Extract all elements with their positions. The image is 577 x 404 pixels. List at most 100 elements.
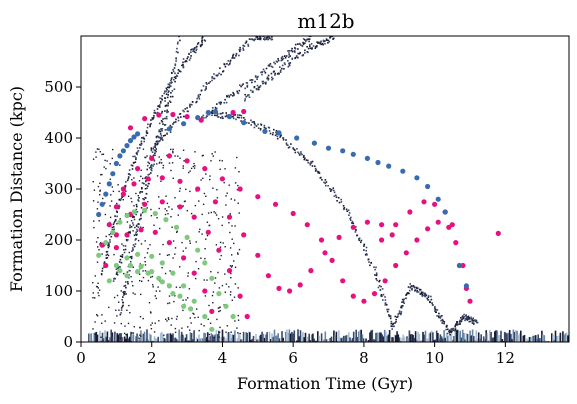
density-cell (156, 175, 159, 177)
density-cell (103, 262, 105, 265)
density-cell (402, 334, 404, 342)
density-cell (335, 331, 338, 342)
density-cell (325, 38, 328, 40)
density-cell (428, 333, 430, 342)
density-cell (452, 327, 455, 330)
density-cell (269, 34, 271, 36)
y-tick-label: 100 (44, 282, 73, 300)
density-cell (135, 233, 137, 235)
density-cell (203, 279, 205, 281)
density-cell (149, 244, 151, 246)
density-cell (234, 330, 236, 342)
density-cell (254, 76, 257, 78)
density-cell (170, 78, 173, 80)
density-cell (159, 162, 161, 164)
density-cell (229, 59, 232, 62)
density-cell (214, 212, 217, 214)
density-cell (330, 188, 333, 191)
density-cell (189, 170, 191, 172)
x-tick-label: 8 (359, 349, 369, 367)
density-cell (193, 51, 196, 53)
density-cell (230, 94, 232, 96)
density-cell (268, 64, 270, 66)
density-cell (287, 146, 290, 149)
density-cell (156, 135, 159, 137)
density-cell (133, 326, 135, 328)
data-point (414, 175, 420, 181)
density-cell (230, 198, 232, 200)
density-cell (150, 276, 152, 278)
density-cell (219, 112, 222, 115)
density-cell (226, 95, 228, 98)
density-cell (184, 60, 186, 63)
density-cell (159, 290, 161, 292)
data-point (216, 291, 222, 297)
density-cell (142, 177, 144, 180)
density-cell (232, 93, 235, 95)
density-cell (391, 325, 393, 327)
density-cell (222, 117, 224, 120)
density-cell (180, 70, 182, 73)
density-cell (302, 42, 304, 44)
density-cell (103, 166, 105, 168)
density-cell (165, 87, 168, 90)
density-cell (423, 294, 425, 297)
density-cell (172, 68, 174, 71)
density-cell (98, 289, 101, 291)
density-cell (249, 332, 251, 342)
density-cell (454, 329, 456, 342)
density-cell (164, 90, 166, 93)
density-cell (93, 220, 95, 222)
density-cell (222, 112, 224, 114)
density-cell (124, 245, 127, 247)
density-cell (131, 168, 134, 170)
data-point (113, 245, 119, 251)
density-cell (177, 72, 179, 74)
density-cell (497, 335, 500, 342)
density-cell (120, 309, 123, 311)
density-cell (239, 114, 241, 116)
y-tick-label: 500 (44, 78, 73, 96)
density-cell (237, 114, 239, 116)
density-cell (534, 335, 537, 342)
density-cell (471, 321, 474, 324)
density-cell (416, 287, 418, 290)
density-cell (315, 46, 318, 48)
density-cell (220, 336, 223, 342)
density-cell (333, 191, 336, 194)
density-cell (123, 332, 126, 335)
density-cell (142, 198, 144, 200)
density-cell (139, 192, 141, 194)
density-cell (300, 44, 302, 46)
density-cell (137, 149, 140, 152)
density-cell (221, 329, 224, 342)
density-cell (387, 308, 390, 311)
density-cell (94, 332, 96, 342)
density-cell (237, 202, 239, 204)
density-cell (471, 329, 474, 342)
data-point (113, 204, 119, 210)
density-cell (197, 339, 199, 342)
density-cell (363, 245, 365, 247)
density-cell (198, 329, 200, 332)
density-cell (232, 53, 235, 56)
density-cell (179, 266, 181, 268)
data-point (117, 219, 123, 225)
density-cell (393, 325, 395, 328)
density-cell (268, 130, 271, 132)
density-cell (100, 174, 102, 176)
data-point (166, 126, 172, 132)
density-cell (222, 242, 224, 244)
data-point (188, 306, 194, 312)
density-cell (440, 336, 443, 342)
density-cell (117, 266, 120, 268)
data-point (425, 183, 431, 190)
density-cell (438, 315, 440, 317)
density-cell (421, 293, 424, 296)
density-cell (137, 226, 140, 228)
density-cell (324, 182, 327, 184)
density-cell (167, 83, 170, 86)
density-cell (394, 322, 396, 324)
density-cell (352, 331, 355, 342)
density-cell (170, 82, 173, 84)
